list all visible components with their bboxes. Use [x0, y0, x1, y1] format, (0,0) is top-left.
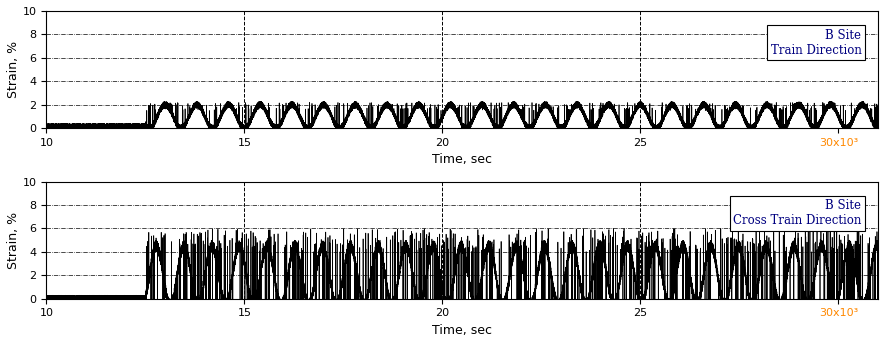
X-axis label: Time, sec: Time, sec: [432, 324, 492, 337]
X-axis label: Time, sec: Time, sec: [432, 153, 492, 166]
Y-axis label: Strain, %: Strain, %: [7, 212, 20, 269]
Text: B Site
Cross Train Direction: B Site Cross Train Direction: [733, 199, 861, 227]
Y-axis label: Strain, %: Strain, %: [7, 41, 20, 98]
Text: B Site
Train Direction: B Site Train Direction: [771, 29, 861, 56]
